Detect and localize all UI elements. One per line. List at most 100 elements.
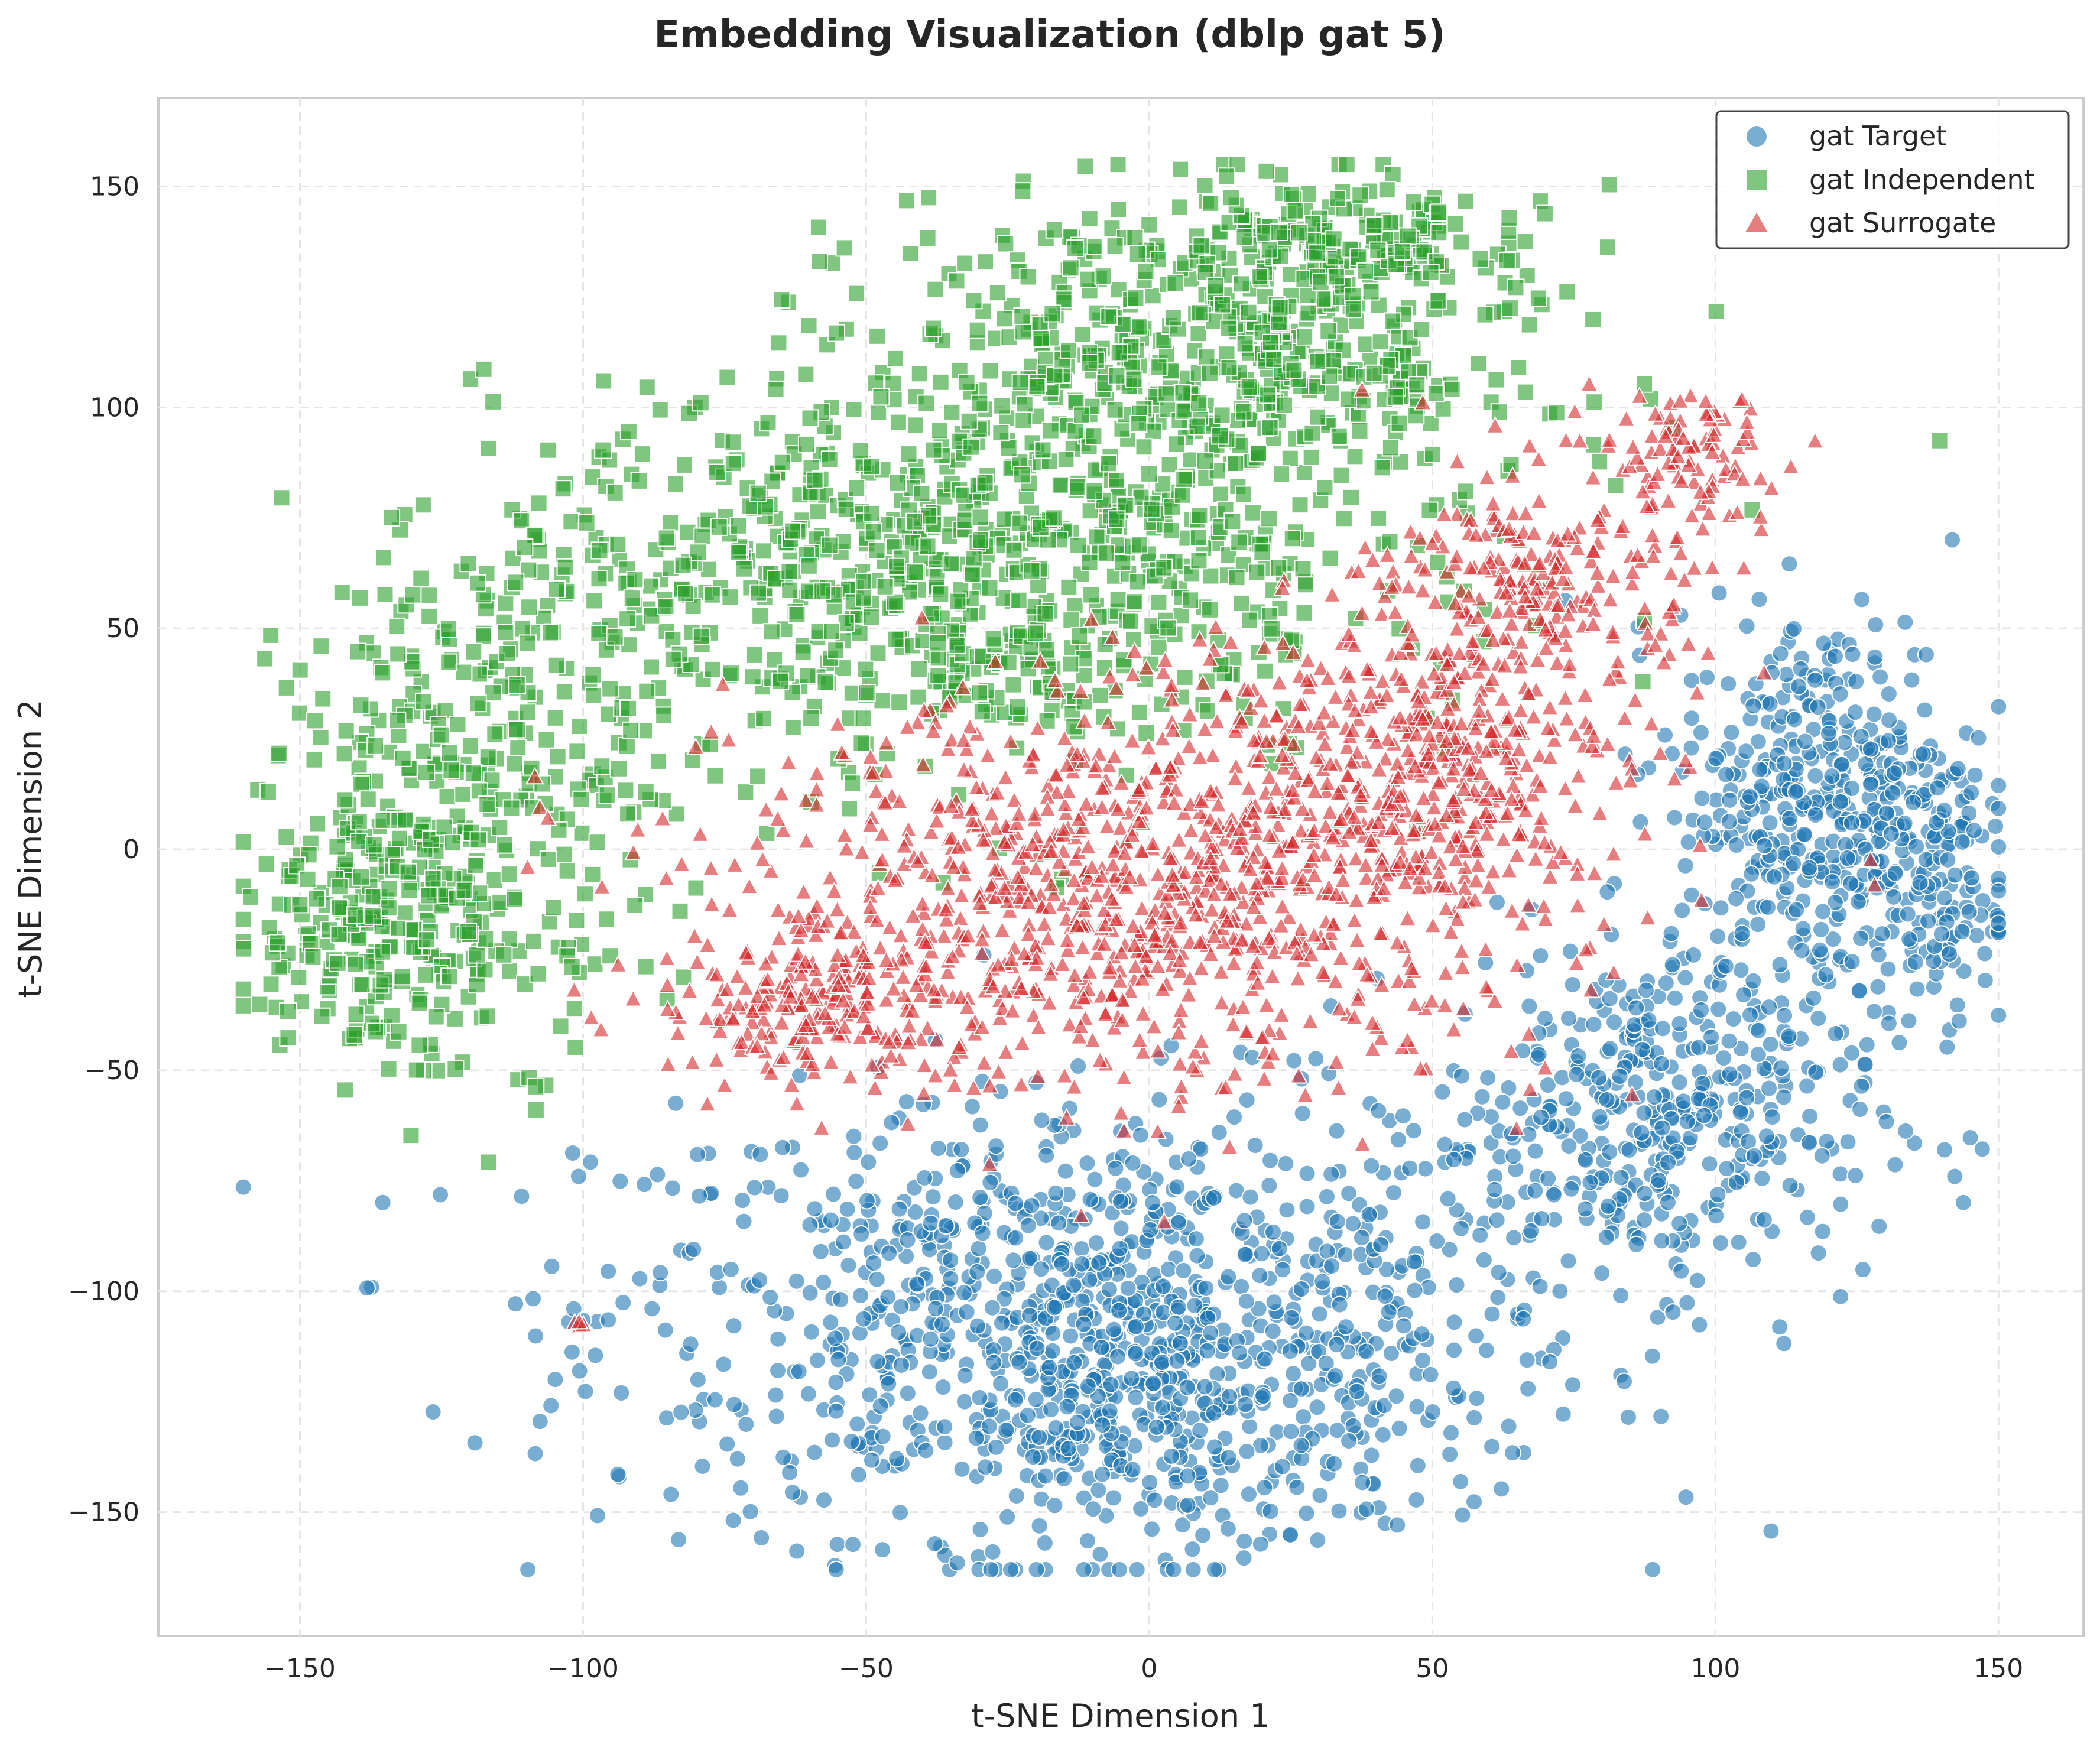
data-point-square (1162, 522, 1180, 540)
data-point-square (1319, 322, 1338, 340)
data-point-square (518, 703, 537, 722)
data-point-circle (937, 1217, 955, 1235)
data-point-square (558, 862, 576, 880)
data-point-square (809, 503, 827, 521)
data-point-circle (1557, 1090, 1575, 1108)
data-point-square (885, 593, 904, 611)
data-point-circle (1423, 1402, 1442, 1421)
data-point-circle (1088, 1233, 1106, 1252)
data-point-square (1591, 453, 1609, 471)
data-point-circle (1388, 1516, 1407, 1534)
data-point-circle (1292, 1380, 1310, 1398)
data-point-circle (1749, 915, 1767, 934)
data-point-circle (822, 1313, 840, 1332)
data-point-circle (1401, 1159, 1419, 1177)
data-point-square (495, 946, 513, 964)
data-point-square (693, 527, 712, 545)
data-point-square (1259, 386, 1277, 404)
data-point-circle (374, 1193, 392, 1212)
data-point-square (476, 930, 495, 949)
data-point-square (417, 931, 436, 949)
data-point-circle (1626, 1073, 1644, 1092)
data-point-square (366, 736, 385, 755)
data-point-square (1080, 353, 1099, 372)
data-point-circle (1987, 817, 2005, 836)
data-point-circle (581, 1153, 599, 1171)
data-point-square (1456, 482, 1475, 501)
data-point-circle (882, 1113, 901, 1132)
data-point-circle (1128, 1560, 1146, 1579)
data-point-circle (1760, 998, 1778, 1017)
data-point-square (390, 1022, 408, 1041)
data-point-circle (1882, 824, 1900, 843)
data-point-circle (1004, 1251, 1023, 1269)
data-point-square (520, 598, 538, 616)
data-point-circle (1812, 920, 1830, 939)
data-point-circle (1127, 1345, 1145, 1363)
data-point-square (500, 865, 518, 884)
data-point-square (616, 781, 635, 800)
data-point-square (527, 1100, 545, 1119)
data-point-square (375, 970, 394, 989)
data-point-square (1235, 402, 1253, 421)
data-point-circle (1078, 1154, 1096, 1173)
data-point-circle (1238, 1442, 1256, 1460)
data-point-circle (848, 1415, 866, 1433)
data-point-circle (1110, 1301, 1128, 1320)
data-point-circle (1505, 1229, 1523, 1247)
data-point-circle (828, 1535, 846, 1554)
data-point-circle (890, 1323, 908, 1342)
data-point-square (1198, 702, 1216, 720)
data-point-square (784, 719, 802, 737)
data-point-circle (1652, 1407, 1670, 1425)
data-point-circle (1637, 981, 1655, 999)
data-point-square (1249, 444, 1268, 462)
data-point-circle (1348, 1382, 1366, 1401)
data-point-square (810, 218, 828, 236)
data-point-circle (1065, 1353, 1083, 1372)
data-point-circle (1414, 1213, 1432, 1231)
data-point-circle (1774, 1088, 1793, 1106)
data-point-circle (1576, 1151, 1595, 1169)
data-point-square (1127, 289, 1145, 307)
data-point-circle (1692, 1001, 1710, 1019)
data-point-circle (1690, 1316, 1709, 1334)
data-point-circle (1357, 1342, 1375, 1360)
data-point-square (1273, 465, 1291, 483)
data-point-square (1536, 204, 1554, 223)
data-point-square (346, 955, 364, 973)
data-point-circle (1903, 671, 1921, 689)
data-point-circle (1832, 1287, 1850, 1306)
data-point-circle (808, 1351, 826, 1369)
data-point-square (498, 645, 517, 663)
data-point-square (931, 585, 950, 603)
data-point-square (379, 899, 398, 917)
data-point-square (1260, 241, 1278, 259)
data-point-circle (586, 1346, 605, 1365)
data-point-square (279, 1002, 297, 1021)
data-point-circle (822, 1211, 840, 1229)
data-point-square (333, 583, 351, 602)
data-point-square (1019, 268, 1037, 286)
data-point-square (601, 680, 619, 698)
data-point-circle (1154, 1398, 1172, 1417)
data-point-square (563, 957, 581, 976)
data-point-circle (801, 1284, 819, 1302)
data-point-circle (1046, 1496, 1064, 1515)
data-point-square (562, 512, 580, 531)
data-point-circle (1710, 584, 1728, 602)
data-point-square (1023, 561, 1041, 580)
data-point-square (501, 962, 519, 980)
data-point-square (1351, 186, 1369, 204)
data-point-circle (767, 1386, 785, 1404)
data-point-circle (1605, 1013, 1624, 1031)
data-point-circle (844, 1535, 862, 1554)
data-point-square (855, 589, 873, 607)
data-point-circle (1677, 1488, 1695, 1506)
data-point-square (823, 622, 841, 640)
data-point-circle (1643, 1347, 1661, 1365)
data-point-circle (1465, 1493, 1484, 1511)
data-point-circle (983, 1298, 1001, 1317)
data-point-circle (868, 1270, 886, 1288)
data-point-circle (1062, 1327, 1080, 1345)
